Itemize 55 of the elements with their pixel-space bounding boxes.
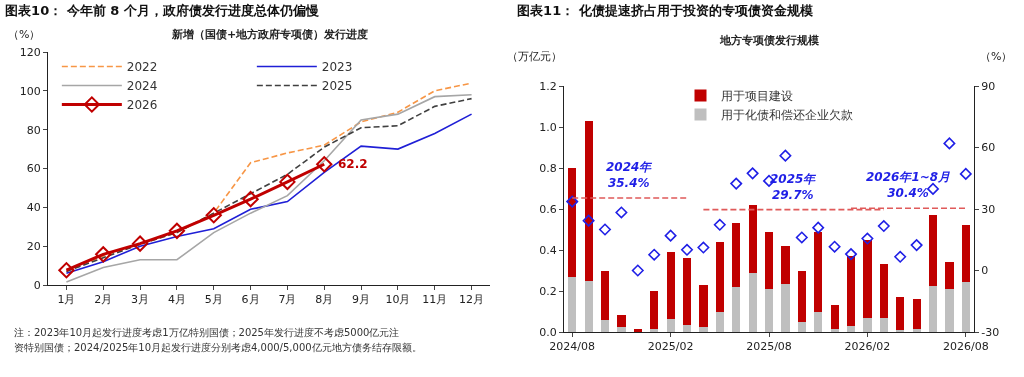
x-tick-label: 12月	[459, 293, 485, 307]
x-tick-label: 2024/08	[549, 340, 596, 354]
y-tick-label: 40	[26, 201, 41, 215]
annotation: 62.2	[338, 157, 368, 171]
legend-label: 2026	[126, 98, 158, 113]
y-tick-label: 100	[19, 84, 41, 98]
x-tick-label: 7月	[278, 293, 297, 307]
y-tick-label: 0.4	[539, 243, 557, 257]
y2-tick-label: 90	[981, 79, 996, 93]
legend-label: 用于化债和偿还企业欠款	[720, 108, 853, 123]
x-tick-label: 2025/02	[647, 340, 694, 354]
y-tick-label: 60	[26, 162, 41, 176]
y2-tick-label: 30	[981, 202, 996, 216]
x-tick-label: 9月	[352, 293, 371, 307]
legend-label: 2023	[321, 60, 353, 75]
y-tick-label: 1.2	[539, 79, 557, 93]
y2-tick-label: 60	[981, 141, 996, 155]
y2-tick-label: 0	[981, 264, 989, 278]
y-tick-label: 1.0	[539, 120, 557, 134]
y-tick-label: 0.0	[539, 325, 557, 339]
y-axis-title: （万亿元）	[507, 50, 562, 63]
y2-axis-title: （%）	[980, 50, 1013, 63]
x-tick-label: 6月	[241, 293, 260, 307]
text: 注：2023年10月起发行进度考虑1万亿特别国债；2025年发行进度不考虑5000亿元注	[14, 327, 400, 338]
x-tick-label: 1月	[57, 293, 76, 307]
y-tick-label: 0.2	[539, 284, 557, 298]
y2-tick-label: -30	[981, 325, 1000, 339]
y-tick-label: 80	[26, 123, 41, 137]
legend-label: 2025	[321, 79, 353, 94]
text: 资特别国债；2024/2025年10月起发行进度分别考虑4,000/5,000亿元地方债务结存限额。	[14, 342, 422, 353]
x-tick-label: 2026/08	[942, 340, 989, 354]
x-tick-label: 2月	[94, 293, 113, 307]
series-label: 2024年 35.4%	[606, 160, 654, 190]
legend-label: 2022	[126, 60, 158, 75]
chart-title: 图表11： 化债提速挤占用于投资的专项债资金规模	[517, 2, 813, 18]
x-tick-label: 2025/08	[746, 340, 792, 354]
series-label: 2026年1~8月 30.4%	[866, 170, 951, 200]
y-tick-label: 0	[33, 278, 41, 292]
legend-label: 用于项目建设	[720, 89, 793, 104]
chart-subtitle: 新增（国债+地方政府专项债）发行进度	[171, 28, 369, 41]
legend-label: 2024	[126, 79, 158, 94]
chart-title: 图表10： 今年前 8 个月，政府债发行进度总体仍偏慢	[5, 2, 319, 18]
x-tick-label: 2026/02	[844, 340, 891, 354]
x-tick-label: 11月	[422, 293, 448, 307]
x-tick-label: 5月	[204, 293, 223, 307]
chart-subtitle: 地方专项债发行规模	[719, 34, 820, 47]
y-tick-label: 0.6	[539, 202, 557, 216]
y-axis-title: （%）	[8, 28, 41, 41]
x-tick-label: 4月	[167, 293, 186, 307]
x-tick-label: 8月	[315, 293, 334, 307]
y-tick-label: 0.8	[539, 161, 557, 175]
y-tick-label: 20	[26, 240, 41, 254]
y-tick-label: 120	[19, 45, 41, 59]
x-tick-label: 3月	[131, 293, 150, 307]
x-tick-label: 10月	[385, 293, 411, 307]
